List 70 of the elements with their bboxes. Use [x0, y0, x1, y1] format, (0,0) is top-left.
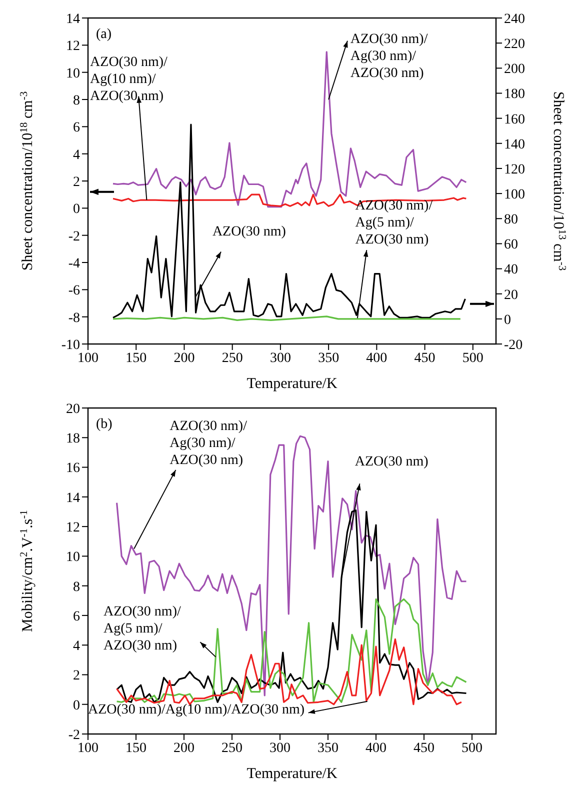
y2-tick-label: 0 — [504, 312, 511, 328]
y-tick-label: 12 — [66, 39, 80, 54]
y-tick-label: -2 — [68, 728, 80, 743]
annotation: AZO(30 nm)/ Ag(5 nm)/ AZO(30 nm) — [104, 604, 181, 654]
y-tick-label: 2 — [73, 174, 80, 190]
y-tick-label: 18 — [66, 432, 80, 447]
x-tick-label: 250 — [222, 350, 243, 366]
x-tick-label: 150 — [126, 740, 146, 756]
y-tick-label: -8 — [68, 310, 80, 326]
x-tick-label: 200 — [174, 740, 194, 756]
y-tick-label: 12 — [66, 520, 80, 536]
y-tick-label: 4 — [73, 639, 80, 654]
y2-tick-label: 80 — [504, 212, 518, 228]
y2-tick-label: 240 — [504, 12, 525, 27]
y-tick-label: 10 — [66, 66, 80, 82]
x-axis-title: Temperature/K — [246, 376, 338, 392]
x-tick-label: 300 — [270, 350, 291, 366]
text: (a) — [96, 27, 112, 42]
y-tick-label: 2 — [73, 668, 80, 684]
y2-tick-label: 120 — [504, 162, 525, 178]
y2-tick-label: 100 — [504, 188, 525, 203]
x-tick-label: 350 — [318, 350, 340, 366]
y-tick-label: 0 — [73, 698, 80, 714]
y2-tick-label: 200 — [504, 62, 525, 78]
y-tick-label: 16 — [66, 461, 80, 476]
x-tick-label: 500 — [462, 350, 484, 366]
x-axis-title: Temperature/K — [246, 766, 338, 782]
x-tick-label: 350 — [318, 740, 338, 756]
x-tick-label: 400 — [366, 350, 388, 366]
y2-tick-label: 180 — [504, 87, 525, 102]
annotation: AZO(30 nm) — [212, 224, 286, 240]
text: (b) — [96, 417, 113, 432]
y-tick-label: 14 — [66, 12, 80, 27]
annotation: AZO(30 nm)/ Ag(30 nm)/ AZO(30 nm) — [350, 32, 428, 82]
y-tick-label: 20 — [66, 402, 80, 417]
y-tick-label: 6 — [73, 120, 80, 136]
y2-tick-label: 20 — [504, 288, 518, 303]
x-tick-label: 400 — [366, 740, 386, 756]
y2-tick-label: 40 — [504, 262, 518, 278]
x-tick-label: 100 — [78, 740, 98, 756]
annotation: AZO(30 nm)/Ag(10 nm)/AZO(30 nm) — [88, 702, 305, 718]
y2-tick-label: 60 — [504, 238, 518, 253]
x-tick-label: 450 — [414, 740, 434, 756]
y2-tick-label: 220 — [504, 37, 525, 52]
x-tick-label: 100 — [78, 350, 98, 366]
annotation: AZO(30 nm)/ Ag(30 nm)/ AZO(30 nm) — [170, 418, 248, 468]
line-series — [112, 124, 466, 318]
y-tick-label: -2 — [68, 229, 80, 244]
y-tick-label: 8 — [73, 93, 80, 108]
annotation: AZO(30 nm)/ Ag(5 nm)/ AZO(30 nm) — [355, 198, 433, 248]
annotation: AZO(30 nm) — [354, 454, 429, 470]
y-tick-label: -6 — [68, 284, 80, 299]
y2-tick-label: 160 — [504, 112, 525, 128]
x-tick-label: 250 — [222, 740, 242, 756]
y-tick-label: 14 — [66, 490, 80, 506]
annotation: AZO(30 nm)/ Ag(10 nm)/ AZO(30 nm) — [90, 54, 168, 104]
y2-tick-label: -20 — [504, 338, 523, 353]
y-tick-label: -10 — [61, 338, 80, 353]
y-tick-label: -4 — [68, 256, 80, 272]
y-tick-label: 10 — [66, 550, 80, 566]
y-tick-label: 0 — [73, 202, 80, 218]
y-tick-label: 6 — [73, 609, 80, 624]
y2-tick-label: 140 — [504, 137, 525, 152]
y-tick-label: 4 — [73, 148, 80, 163]
x-tick-label: 450 — [414, 350, 436, 366]
x-tick-label: 200 — [174, 350, 195, 366]
x-tick-label: 150 — [126, 350, 147, 366]
y-tick-label: 8 — [73, 580, 80, 595]
x-tick-label: 500 — [462, 740, 482, 756]
x-tick-label: 300 — [270, 740, 290, 756]
